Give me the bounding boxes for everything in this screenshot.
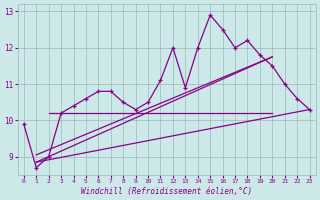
X-axis label: Windchill (Refroidissement éolien,°C): Windchill (Refroidissement éolien,°C) bbox=[81, 187, 252, 196]
